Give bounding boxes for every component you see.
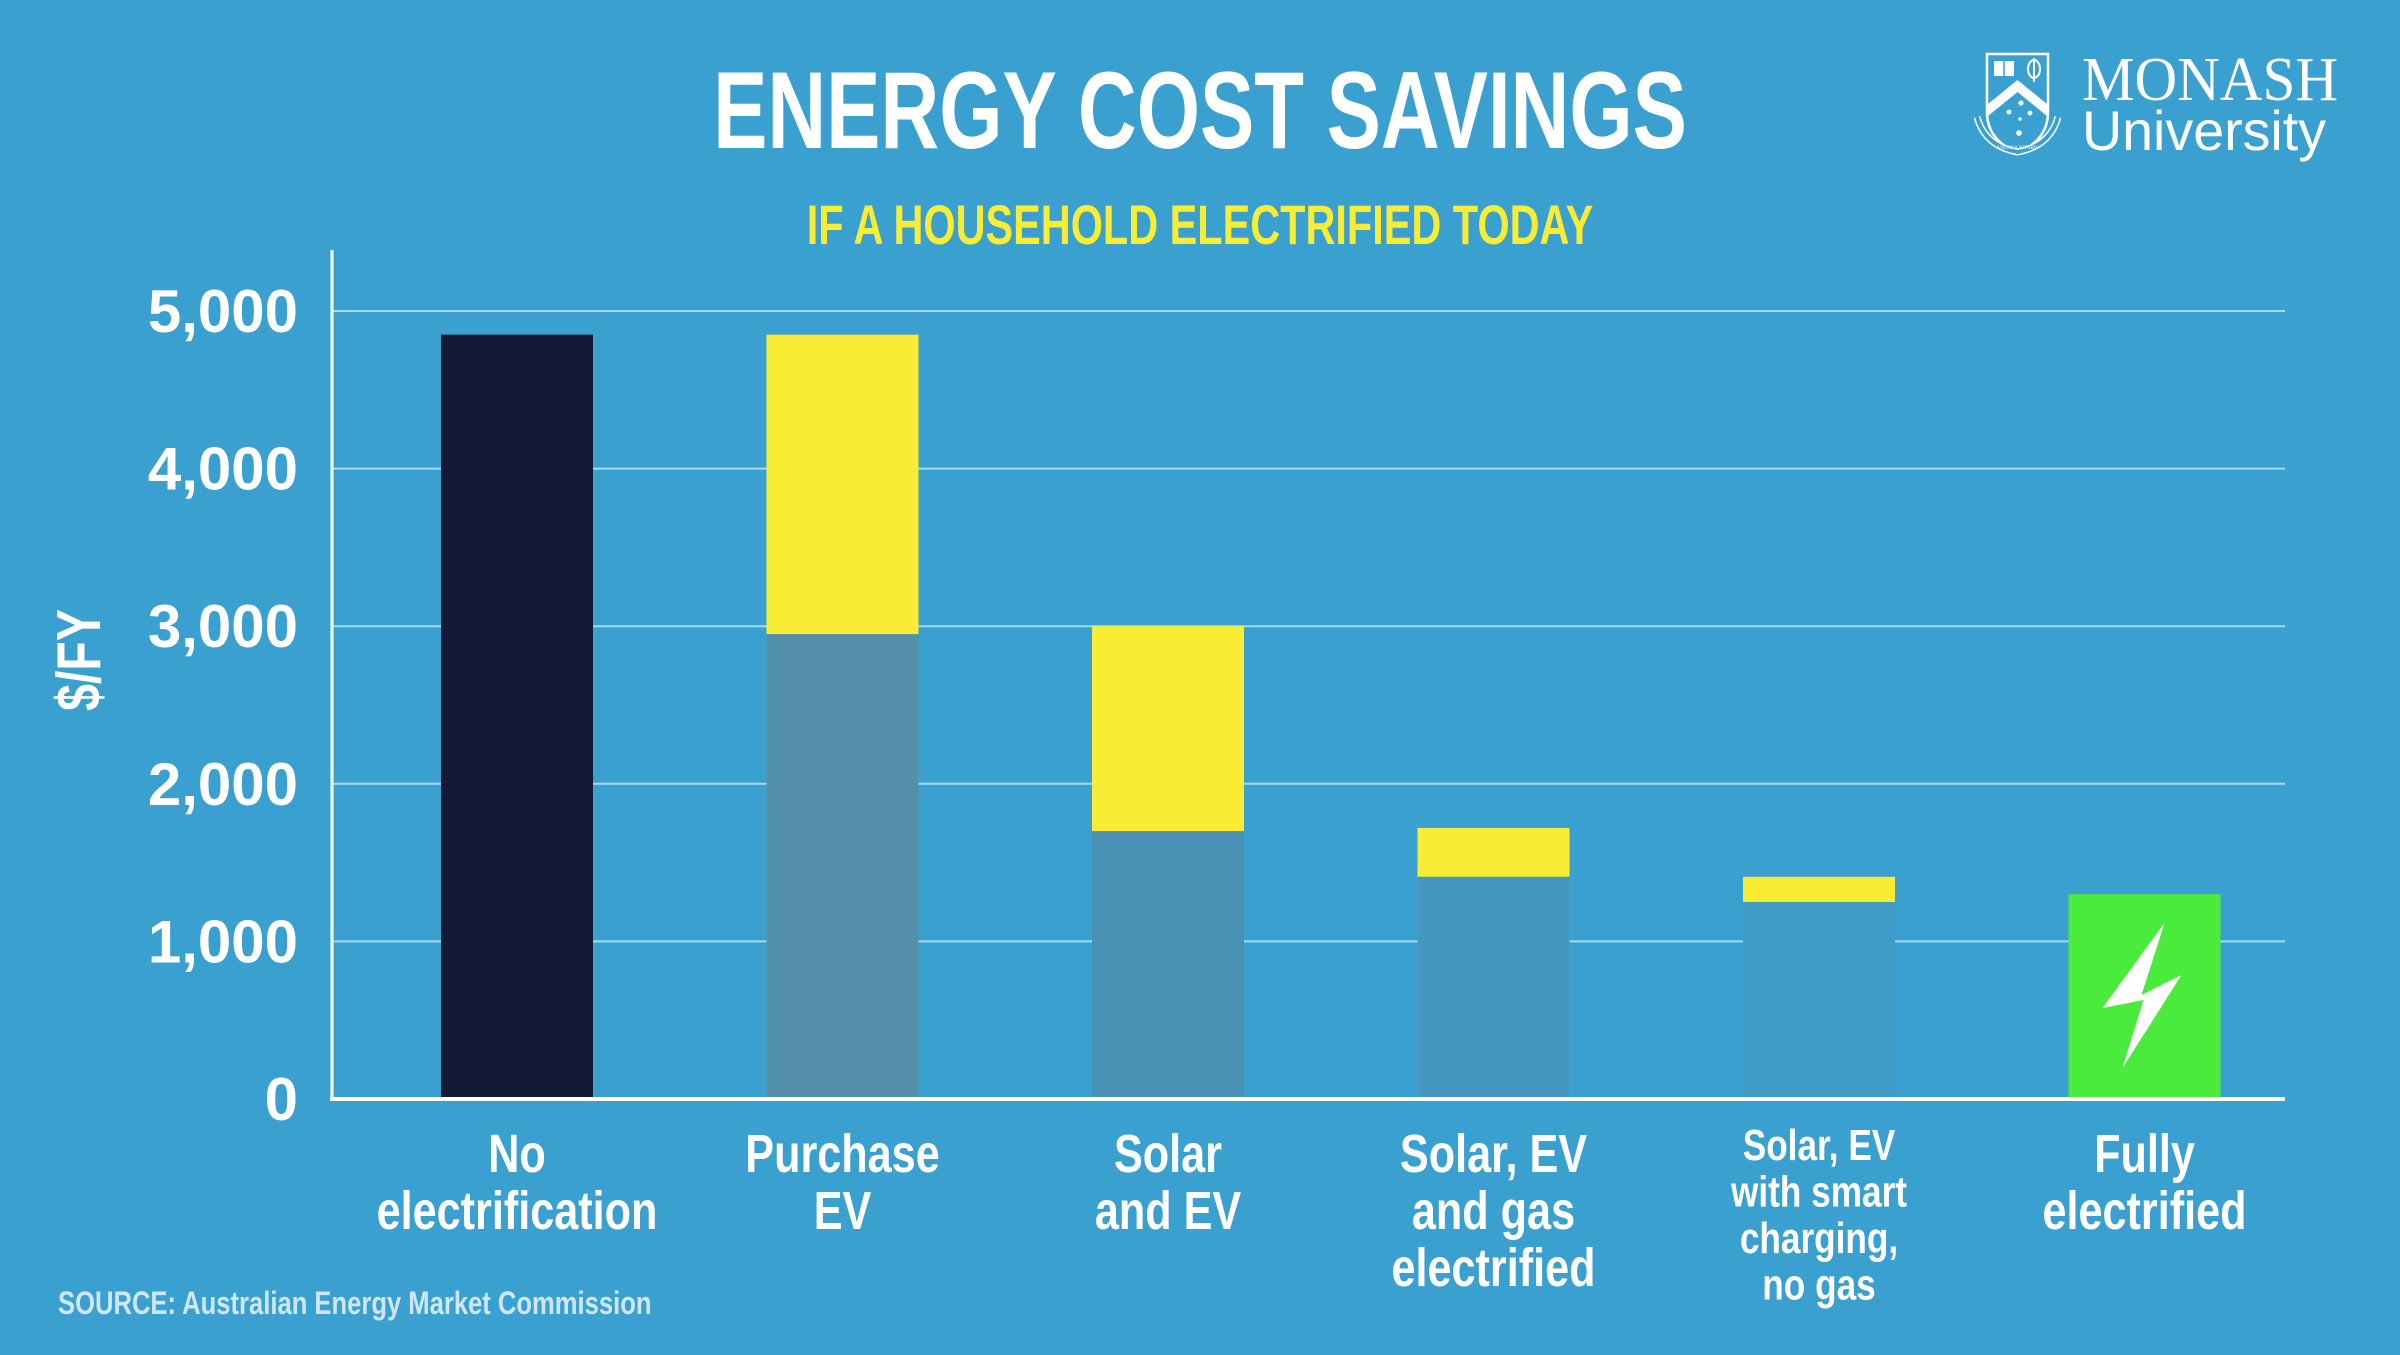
category-label-line: electrification: [377, 1182, 658, 1242]
bar-saving: [1418, 828, 1570, 877]
category-label-line: charging,: [1740, 1214, 1898, 1263]
y-tick-label: 1,000: [148, 908, 298, 975]
bar-saving: [767, 335, 919, 634]
y-tick-label: 5,000: [148, 278, 298, 345]
logo-wordmark-university: University: [2082, 99, 2326, 162]
category-label-line: with smart: [1730, 1168, 1907, 1217]
category-label-line: No: [488, 1125, 546, 1185]
category-label-line: no gas: [1762, 1261, 1875, 1310]
bar-cost: [767, 634, 919, 1099]
y-tick-label: 0: [265, 1066, 298, 1133]
category-label-line: EV: [814, 1182, 872, 1242]
category-label-line: and EV: [1095, 1182, 1242, 1242]
category-label-line: Solar, EV: [1743, 1121, 1896, 1170]
category-label-line: Solar: [1114, 1125, 1222, 1185]
bar-cost: [1092, 831, 1244, 1099]
bar-cost: [441, 335, 593, 1099]
category-label-line: and gas: [1412, 1182, 1575, 1242]
bar-cost: [1418, 877, 1570, 1099]
y-tick-label: 3,000: [148, 593, 298, 660]
chart-subtitle: IF A HOUSEHOLD ELECTRIFIED TODAY: [807, 194, 1594, 257]
category-label-line: Solar, EV: [1400, 1125, 1588, 1185]
bar-cost: [1743, 902, 1895, 1099]
logo-motto: ANCORA IMPARO: [1996, 146, 2037, 151]
source-note: SOURCE: Australian Energy Market Commiss…: [58, 1286, 652, 1321]
category-label-line: Fully: [2094, 1125, 2195, 1185]
bar-saving: [1092, 626, 1244, 831]
y-tick-label: 4,000: [148, 436, 298, 503]
category-label-line: electrified: [2043, 1182, 2247, 1242]
category-label-line: electrified: [1392, 1239, 1596, 1299]
y-axis-label: $/FY: [44, 609, 113, 711]
chart-title: ENERGY COST SAVINGS: [713, 48, 1687, 172]
category-label-line: Purchase: [745, 1125, 939, 1185]
bar-saving: [1743, 877, 1895, 902]
y-tick-label: 2,000: [148, 751, 298, 818]
